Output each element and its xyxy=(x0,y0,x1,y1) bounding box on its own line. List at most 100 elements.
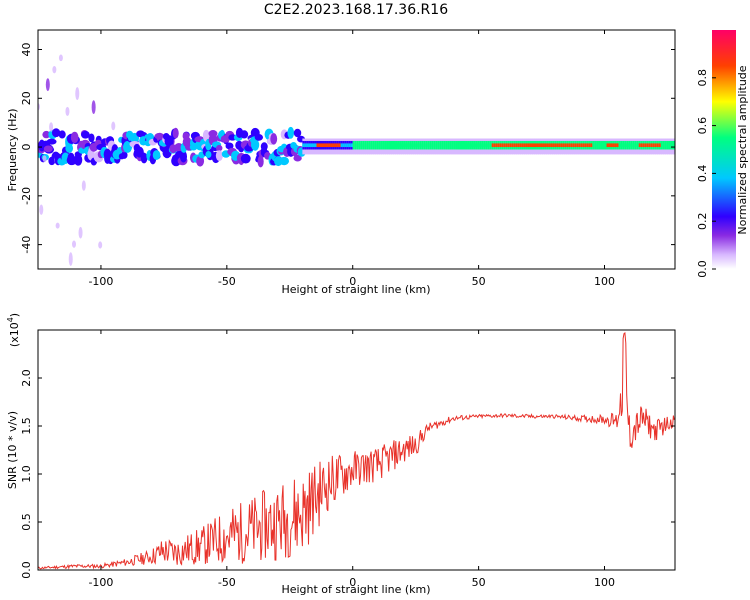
heatmap-cell xyxy=(348,143,352,148)
heatmap-cell xyxy=(666,143,670,148)
heatmap-cell xyxy=(588,143,592,148)
heatmap-cell xyxy=(417,143,421,148)
heatmap-cell xyxy=(411,143,415,148)
x-tick-label: 0 xyxy=(349,576,356,589)
heatmap-cell xyxy=(449,143,453,148)
heatmap-cell xyxy=(542,143,546,148)
heatmap-cell xyxy=(358,143,362,148)
x-tick-label: -100 xyxy=(88,576,113,589)
heatmap-cell xyxy=(179,150,188,163)
snr-frame xyxy=(37,329,676,571)
heatmap-cell xyxy=(336,143,340,148)
heatmap-cell xyxy=(513,143,517,148)
heatmap-cell xyxy=(270,133,278,145)
heatmap-cell xyxy=(326,143,330,148)
heatmap-cell xyxy=(610,143,614,148)
heatmap-cell xyxy=(72,240,77,248)
heatmap-cell xyxy=(68,252,73,266)
heatmap-cell xyxy=(473,143,477,148)
spectrogram-frame xyxy=(37,29,676,270)
heatmap-cell xyxy=(556,143,560,148)
heatmap-cell xyxy=(574,143,578,148)
heatmap-cell xyxy=(592,143,596,148)
heatmap-cell xyxy=(360,143,364,148)
heatmap-cell xyxy=(461,143,465,148)
y-tick-label: 0.5 xyxy=(20,513,33,531)
heatmap-cell xyxy=(80,130,90,139)
heatmap-cell xyxy=(415,143,419,148)
heatmap-cell xyxy=(390,143,394,148)
heatmap-cell xyxy=(618,143,622,148)
heatmap-cell xyxy=(503,143,507,148)
heatmap-cell xyxy=(654,143,658,148)
heatmap-cell xyxy=(39,204,44,215)
heatmap-cell xyxy=(287,126,295,139)
heatmap-cell xyxy=(443,143,447,148)
heatmap-cell xyxy=(45,78,50,92)
heatmap-cell xyxy=(405,143,409,148)
heatmap-cell xyxy=(395,143,399,148)
heatmap-cell xyxy=(433,143,437,148)
heatmap-cell xyxy=(354,143,358,148)
heatmap-cell xyxy=(324,143,328,148)
heatmap-cell xyxy=(489,143,493,148)
heatmap-cell xyxy=(576,143,580,148)
heatmap-cell xyxy=(425,143,429,148)
heatmap-cell xyxy=(293,154,302,162)
heatmap-cell xyxy=(622,143,626,148)
heatmap-cell xyxy=(662,143,666,148)
heatmap-cell xyxy=(570,143,574,148)
heatmap-cell xyxy=(580,143,584,148)
heatmap-cell xyxy=(441,143,445,148)
heatmap-cell xyxy=(401,143,405,148)
heatmap-cell xyxy=(525,143,529,148)
heatmap-cell xyxy=(664,143,668,148)
heatmap-cell xyxy=(521,143,525,148)
heatmap-cell xyxy=(344,143,348,148)
spectrogram-heatmap xyxy=(38,54,675,266)
heatmap-cell xyxy=(88,133,95,143)
heatmap-cell xyxy=(646,143,650,148)
heatmap-cell xyxy=(397,143,401,148)
heatmap-cell xyxy=(302,143,306,148)
snr-x-ticks: -100 -50 0 50 100 xyxy=(88,330,615,589)
heatmap-cell xyxy=(670,143,674,148)
heatmap-cell xyxy=(42,130,51,139)
heatmap-cell xyxy=(58,130,66,139)
heatmap-cell xyxy=(356,143,360,148)
heatmap-cell xyxy=(584,143,588,148)
heatmap-cell xyxy=(423,143,427,148)
y-tick-label: 1.0 xyxy=(20,465,33,483)
heatmap-cell xyxy=(279,156,290,166)
heatmap-cell xyxy=(638,143,642,148)
heatmap-cell xyxy=(320,143,324,148)
heatmap-cell xyxy=(536,143,540,148)
heatmap-cell xyxy=(628,143,632,148)
heatmap-cell xyxy=(624,143,628,148)
heatmap-cell xyxy=(600,143,604,148)
x-tick-label: 50 xyxy=(472,275,486,288)
heatmap-cell xyxy=(596,143,600,148)
colorbar-gradient xyxy=(712,30,736,269)
heatmap-cell xyxy=(42,155,47,163)
heatmap-cell xyxy=(328,143,332,148)
heatmap-cell xyxy=(606,143,610,148)
heatmap-cell xyxy=(407,143,411,148)
heatmap-cell xyxy=(140,152,148,164)
heatmap-cell xyxy=(572,143,576,148)
heatmap-cell xyxy=(475,143,479,148)
heatmap-cell xyxy=(447,143,451,148)
heatmap-cell xyxy=(164,135,174,147)
heatmap-cell xyxy=(322,143,326,148)
snr-y-label: SNR (10 * v/v) xyxy=(6,411,19,489)
x-tick-label: -50 xyxy=(218,576,236,589)
heatmap-cell xyxy=(49,122,54,132)
heatmap-cell xyxy=(568,143,572,148)
heatmap-cell xyxy=(346,143,350,148)
heatmap-cell xyxy=(477,143,481,148)
heatmap-cell xyxy=(519,143,523,148)
heatmap-cell xyxy=(566,143,570,148)
heatmap-cell xyxy=(485,143,489,148)
x-tick-label: -50 xyxy=(218,275,236,288)
heatmap-cell xyxy=(481,143,485,148)
